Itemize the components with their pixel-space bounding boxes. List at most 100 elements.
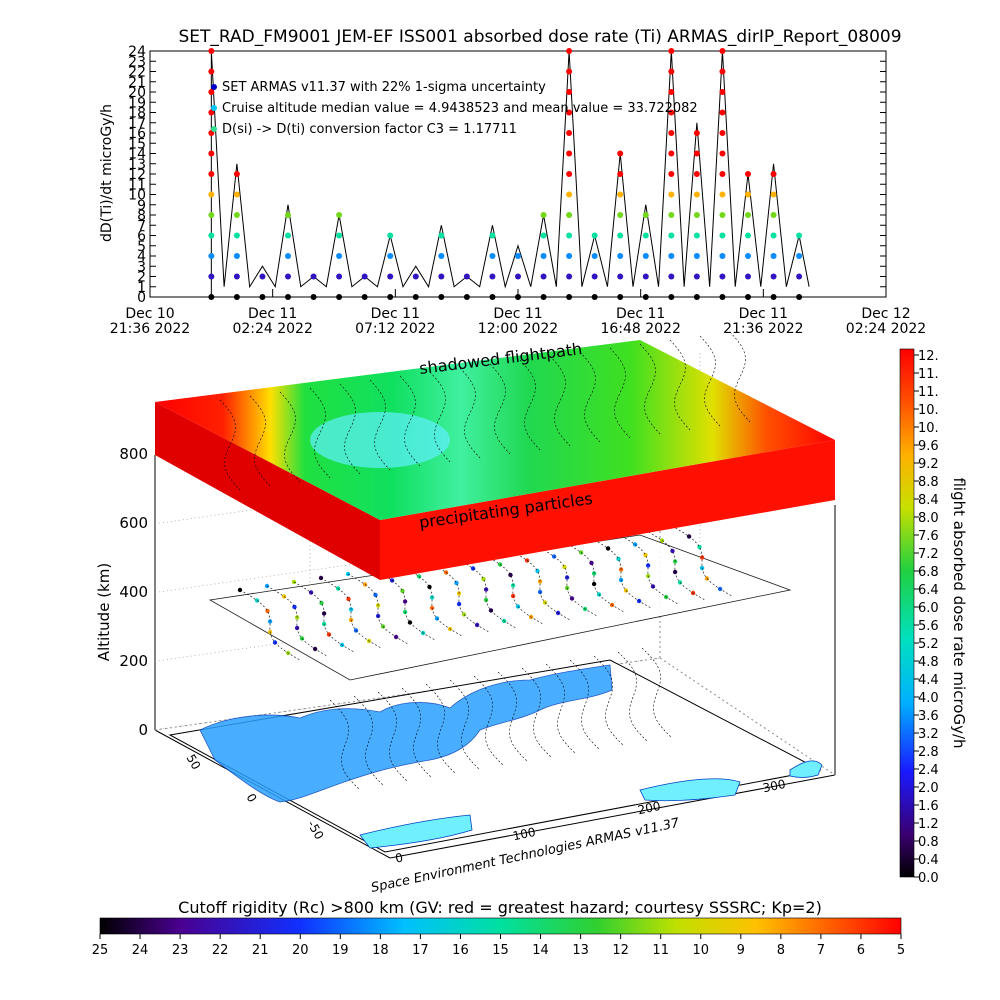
altitude-axis-label: Altitude (km)	[95, 563, 113, 661]
top-chart-data-point	[719, 89, 726, 95]
dose-colorbar-tick-label: 2.0	[918, 781, 939, 796]
top-chart-ytick-label: 0	[137, 290, 146, 306]
top-chart-ytick-label: 5	[137, 239, 146, 255]
top-chart-data-point	[208, 294, 215, 300]
track-point	[697, 544, 702, 550]
top-chart-data-point	[336, 212, 343, 218]
top-chart-data-point	[208, 212, 215, 218]
top-chart-data-point	[387, 294, 394, 300]
top-chart-data-point	[285, 273, 291, 280]
legend-entry: D(si) -> D(ti) conversion factor C3 = 1.…	[222, 122, 517, 137]
track-point	[616, 556, 621, 562]
top-chart-data-point	[412, 273, 419, 280]
dose-colorbar-tick-label: 3.2	[918, 727, 939, 742]
rigidity-colorbar-tick-label: 9	[737, 943, 745, 958]
altitude-tick-label: 800	[119, 445, 148, 463]
top-chart-data-point	[438, 294, 445, 300]
track-line	[293, 581, 355, 653]
map-ground-tracks	[329, 647, 673, 791]
track-line	[266, 585, 328, 657]
rigidity-colorbar-tick-label: 24	[132, 943, 149, 958]
rigidity-colorbar-tick-label: 10	[692, 943, 709, 958]
top-chart-data-point	[719, 109, 726, 116]
top-chart-data-point	[668, 294, 675, 300]
top-chart-data-point	[566, 232, 573, 239]
dose-colorbar-tick-label: 8.0	[918, 511, 939, 526]
top-chart-data-point	[233, 171, 240, 177]
dose-colorbar-tick-label: 0.4	[918, 853, 939, 868]
longitude-tick-labels: 0 100 200 300	[394, 777, 787, 866]
top-chart-data-point	[515, 253, 521, 259]
top-chart-xtick-label-date: Dec 11	[248, 306, 297, 322]
top-chart-data-point	[566, 191, 573, 198]
track-line	[593, 655, 625, 747]
top-chart-data-point	[566, 273, 573, 280]
top-chart-data-point	[770, 171, 777, 177]
top-chart-ytick-label: 1	[137, 280, 146, 296]
top-chart-data-point	[310, 273, 317, 280]
top-chart-data-point	[745, 171, 751, 177]
top-chart-data-point	[668, 273, 675, 280]
precipitation-plane-front	[380, 440, 835, 580]
top-chart-series-line	[210, 50, 810, 297]
top-chart-xtick-label-time: 21:36 2022	[723, 321, 803, 337]
top-chart-ytick-label: 18	[128, 106, 146, 122]
dose-colorbar-tick-label: 10.	[918, 421, 939, 436]
top-chart-data-point	[233, 232, 240, 239]
dose-colorbar-tick-label: 6.8	[918, 565, 939, 580]
top-chart-data-point	[285, 253, 291, 259]
top-chart-data-point	[668, 89, 675, 95]
dose-colorbar-tick-label: 7.2	[918, 547, 939, 562]
top-chart-ytick-label: 11	[128, 177, 146, 193]
altitude-tick-label: 0	[138, 721, 148, 739]
top-chart-data-point	[591, 232, 598, 239]
track-line	[482, 553, 544, 625]
top-chart-data-point	[617, 212, 624, 218]
top-chart-data-point	[566, 294, 573, 300]
top-chart-ytick-label: 10	[128, 188, 146, 204]
top-chart-data-point	[719, 212, 726, 218]
top-chart-data-point	[617, 294, 624, 300]
top-chart-data-point	[208, 68, 215, 75]
top-chart-xtick-label-time: 16:48 2022	[600, 321, 680, 337]
top-chart-data-point	[438, 273, 445, 280]
top-chart-data-point	[668, 68, 675, 75]
top-chart-xtick-label-date: Dec 11	[616, 306, 665, 322]
top-chart-ytick-label: 4	[137, 249, 146, 265]
top-chart-xtick-label-time: 12:00 2022	[478, 321, 558, 337]
top-chart-ytick-label: 17	[128, 116, 146, 132]
track-line	[563, 541, 625, 613]
track-line	[401, 565, 463, 637]
top-chart-xtick-label-date: Dec 11	[371, 306, 420, 322]
track-point	[346, 596, 351, 602]
rigidity-colorbar-tick-label: 8	[777, 943, 785, 958]
dose-colorbar-tick-label: 6.0	[918, 601, 939, 616]
top-chart-xtick-label-time: 21:36 2022	[110, 321, 190, 337]
altitude-tick-label: 600	[119, 514, 148, 532]
top-chart-data-point	[208, 232, 215, 239]
track-line	[347, 573, 409, 645]
rigidity-colorbar-bar	[99, 917, 902, 935]
track-line	[545, 663, 577, 755]
top-chart-data-point	[617, 273, 624, 280]
dose-colorbar-tick-label: 1.6	[918, 799, 939, 814]
top-chart-data-point	[336, 253, 343, 259]
legend-entry: SET ARMAS v11.37 with 22% 1-sigma uncert…	[222, 80, 546, 95]
top-chart-data-point	[361, 294, 368, 300]
track-line	[239, 589, 301, 661]
rigidity-colorbar-tick-label: 12	[612, 943, 629, 958]
top-chart-data-point	[489, 273, 496, 280]
top-chart-ytick-label: 9	[137, 198, 146, 214]
top-chart-data-point	[285, 294, 291, 300]
track-point	[373, 592, 378, 598]
track-point	[292, 604, 297, 610]
top-chart-data-point	[566, 89, 573, 95]
top-chart-data-point	[387, 273, 394, 280]
top-chart-data-point	[693, 253, 700, 259]
track-line	[617, 651, 649, 743]
top-chart-data-point	[796, 232, 803, 239]
top-chart-data-point	[208, 273, 215, 280]
track-point	[643, 552, 648, 558]
